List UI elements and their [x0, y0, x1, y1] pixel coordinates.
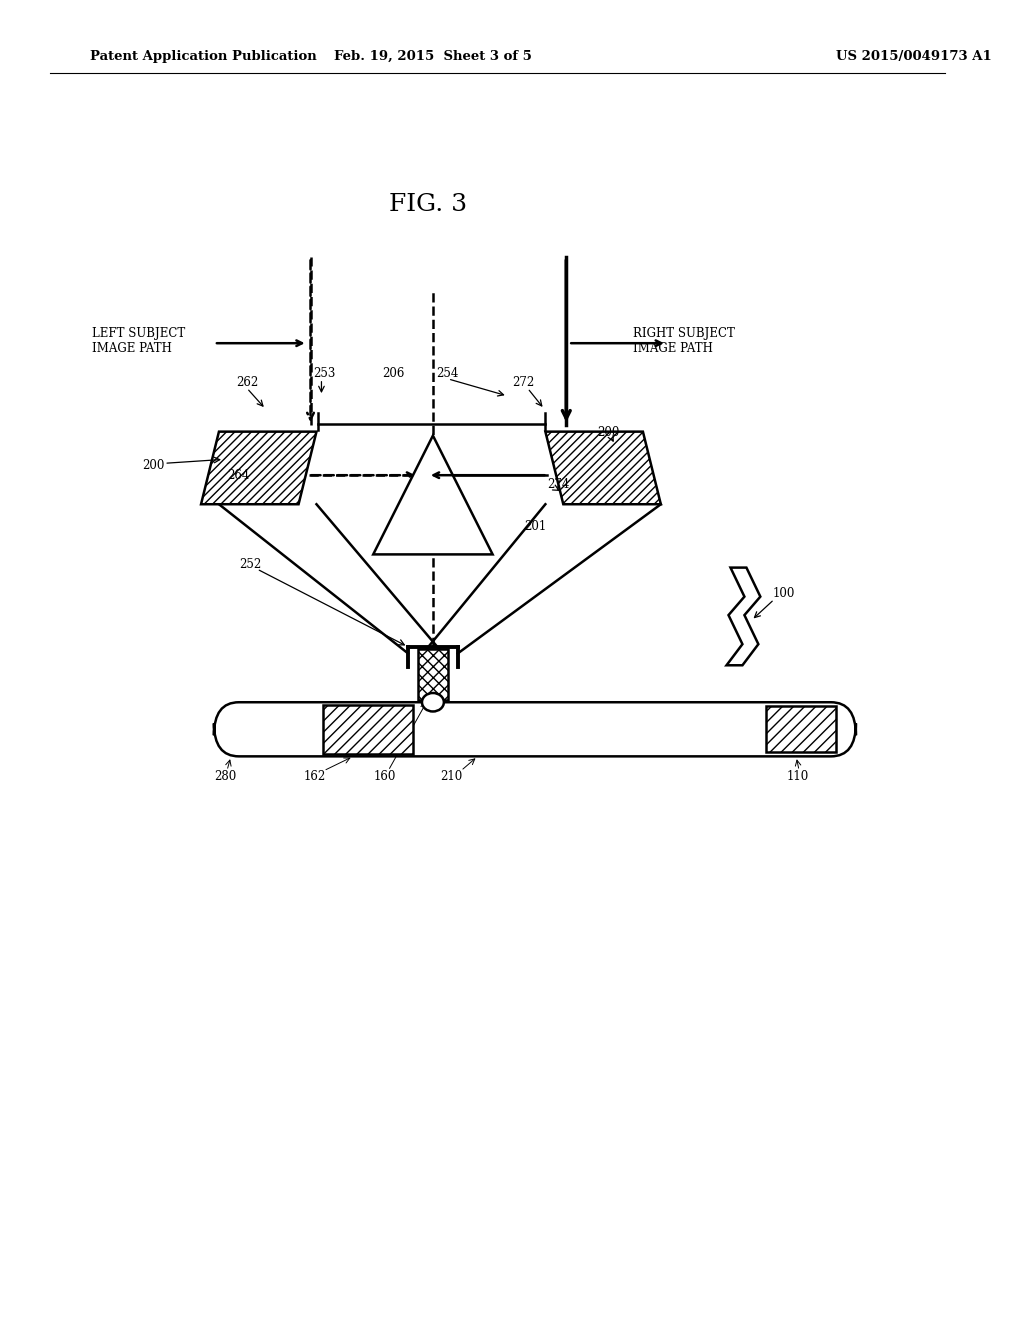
Text: 160: 160: [373, 770, 395, 783]
Text: 162: 162: [303, 770, 326, 783]
Text: 210: 210: [440, 770, 462, 783]
Polygon shape: [546, 432, 660, 504]
Text: LEFT SUBJECT
IMAGE PATH: LEFT SUBJECT IMAGE PATH: [91, 326, 184, 355]
Text: US 2015/0049173 A1: US 2015/0049173 A1: [836, 50, 991, 63]
Text: 274: 274: [548, 478, 569, 491]
Text: 200: 200: [142, 459, 165, 473]
Text: 201: 201: [524, 520, 547, 533]
Polygon shape: [201, 432, 316, 504]
Bar: [766, 706, 836, 752]
Text: 252: 252: [239, 558, 261, 572]
Bar: [324, 705, 413, 754]
Ellipse shape: [422, 693, 443, 711]
Polygon shape: [726, 568, 761, 665]
Bar: [766, 706, 836, 752]
Text: 264: 264: [227, 469, 249, 482]
Text: 200: 200: [597, 426, 620, 440]
Text: 280: 280: [214, 770, 237, 783]
Text: FIG. 3: FIG. 3: [389, 193, 467, 216]
Text: 262: 262: [236, 376, 258, 389]
Bar: [418, 649, 447, 700]
Text: 254: 254: [436, 367, 459, 380]
Text: Patent Application Publication: Patent Application Publication: [89, 50, 316, 63]
Text: 253: 253: [313, 367, 336, 380]
Text: RIGHT SUBJECT
IMAGE PATH: RIGHT SUBJECT IMAGE PATH: [633, 326, 735, 355]
Bar: [324, 705, 413, 754]
Polygon shape: [373, 436, 493, 554]
FancyBboxPatch shape: [214, 702, 856, 756]
Text: 206: 206: [382, 367, 404, 380]
Text: 272: 272: [513, 376, 535, 389]
Text: Feb. 19, 2015  Sheet 3 of 5: Feb. 19, 2015 Sheet 3 of 5: [334, 50, 531, 63]
Text: 100: 100: [772, 587, 795, 601]
Text: 110: 110: [786, 770, 809, 783]
Bar: [418, 649, 447, 700]
